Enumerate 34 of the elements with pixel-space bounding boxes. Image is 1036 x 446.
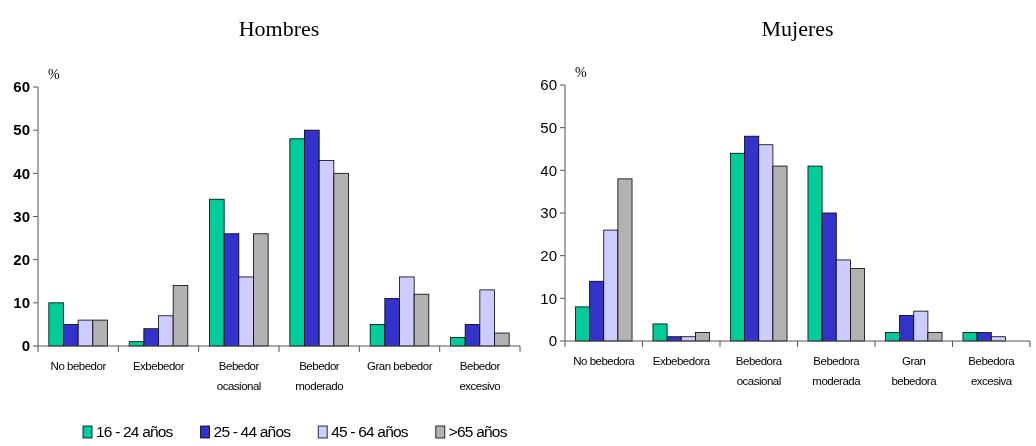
x-tick-label: Bebedora excesiva	[968, 355, 1016, 387]
x-tick-label: Exbebedora	[652, 355, 711, 367]
x-tick-label: Bebedora ocasional	[735, 355, 783, 387]
x-tick-label: Gran bebedor	[367, 360, 433, 372]
legend-label: 45 - 64 años	[331, 423, 409, 440]
y-axis-title: %	[48, 67, 60, 82]
chart-title: Mujeres	[761, 16, 834, 41]
x-tick-label: Bebedor moderado	[295, 360, 344, 392]
x-tick-label: Bebedor excesivo	[459, 360, 501, 392]
y-axis-title: %	[575, 65, 587, 80]
legend-label: 25 - 44 años	[213, 423, 292, 440]
x-tick-label: No bebedora	[573, 355, 636, 367]
y-tick-label: 60	[13, 78, 30, 96]
y-tick-label: 20	[540, 246, 557, 264]
y-tick-label: 20	[13, 250, 30, 268]
y-tick-label: 30	[13, 207, 30, 225]
y-tick-label: 10	[13, 294, 30, 312]
y-tick-label: 0	[548, 332, 557, 350]
y-tick-label: 40	[540, 161, 557, 179]
y-tick-label: 10	[540, 289, 557, 307]
x-tick-label: No bebedor	[50, 360, 107, 372]
x-tick-label: Gran bebedora	[891, 355, 938, 387]
y-tick-label: 50	[540, 118, 557, 136]
y-tick-label: 0	[21, 337, 30, 355]
x-tick-label: Bebedora moderada	[812, 355, 862, 387]
y-tick-label: 60	[540, 76, 557, 94]
y-tick-label: 40	[13, 164, 30, 182]
x-tick-label: Bebedor ocasional	[216, 360, 261, 392]
y-tick-label: 30	[540, 204, 557, 222]
legend-label: 16 - 24 años	[96, 423, 174, 440]
legend-label: >65 años	[448, 423, 508, 440]
y-tick-label: 50	[13, 121, 30, 139]
chart-title: Hombres	[238, 16, 320, 41]
x-tick-label: Exbebedor	[132, 360, 185, 372]
